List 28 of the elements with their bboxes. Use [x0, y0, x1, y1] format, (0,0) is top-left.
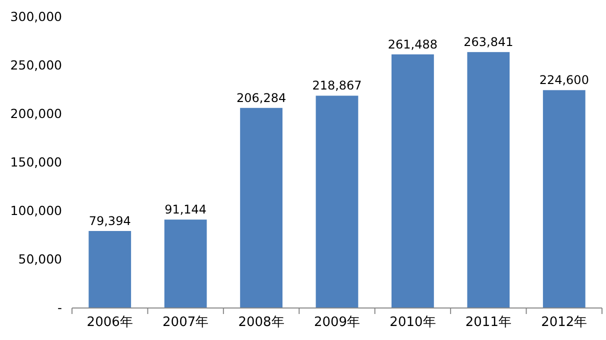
data-label: 79,394 — [88, 214, 131, 228]
data-label: 91,144 — [164, 202, 207, 217]
bar — [392, 54, 434, 308]
bar — [164, 220, 207, 308]
data-label: 206,284 — [236, 90, 286, 105]
x-tick-label: 2012年 — [541, 315, 588, 330]
y-tick-label: 150,000 — [10, 154, 62, 170]
bar — [88, 230, 132, 308]
x-tick-label: 2011年 — [465, 315, 512, 330]
x-tick-label: 2006年 — [86, 315, 133, 330]
bar — [542, 90, 586, 308]
y-tick-label: 50,000 — [18, 252, 62, 266]
data-label: 261,488 — [388, 37, 438, 52]
y-tick-label: - — [57, 300, 62, 315]
data-label: 263,841 — [464, 35, 514, 50]
data-label: 224,600 — [539, 73, 589, 88]
y-tick-label: 300,000 — [10, 9, 62, 24]
data-label: 218,867 — [312, 78, 362, 93]
y-tick-label: 200,000 — [10, 106, 62, 121]
x-tick-label: 2007年 — [162, 315, 209, 330]
bar — [240, 108, 282, 308]
x-tick-label: 2009年 — [314, 315, 360, 330]
bar — [316, 96, 358, 308]
bar — [467, 52, 510, 308]
y-tick-label: 250,000 — [10, 58, 62, 72]
y-tick-label: 100,000 — [10, 203, 62, 218]
x-tick-label: 2010年 — [390, 315, 436, 330]
x-tick-label: 2008年 — [238, 315, 284, 330]
